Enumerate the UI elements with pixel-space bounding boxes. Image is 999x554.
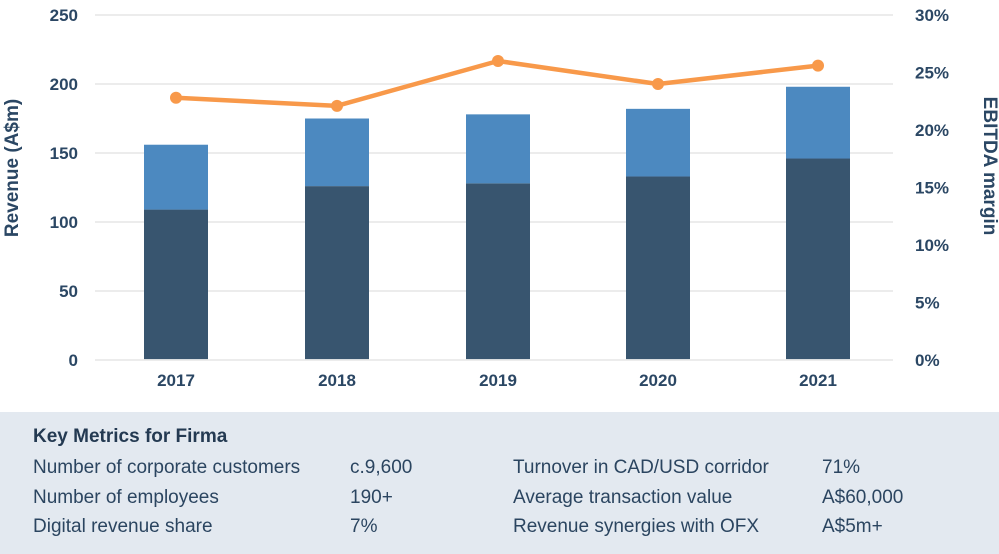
bar-2017-segment-light [144,144,208,210]
y-axis-left-tick-0: 0 [69,351,78,370]
x-axis-label-2019: 2019 [479,371,517,390]
bar-2018-segment-dark [305,186,369,360]
ebitda-marker-2020 [652,78,664,90]
metric-value: 190+ [350,486,393,508]
metric-label: Number of employees [33,486,219,508]
y-axis-right-tick-25: 25% [915,64,949,83]
ebitda-marker-2019 [492,55,504,67]
right-axis-title: EBITDA margin [979,97,999,236]
metric-value: A$60,000 [822,486,904,508]
metric-value: 7% [350,516,378,537]
y-axis-left-tick-250: 250 [50,6,78,25]
bar-2019-segment-light [466,114,530,184]
y-axis-right-tick-20: 20% [915,121,949,140]
bar-2020-segment-light [626,108,690,177]
bar-2021-segment-light [786,86,850,159]
metric-label: Turnover in CAD/USD corridor [513,457,769,478]
y-axis-right-tick-15: 15% [915,179,949,198]
bar-2018-segment-light [305,118,369,187]
y-axis-left-tick-200: 200 [50,75,78,94]
key-metrics-panel: Key Metrics for Firma Number of corporat… [0,412,999,554]
y-axis-right-tick-0: 0% [915,351,940,370]
y-axis-right-tick-5: 5% [915,294,940,313]
y-axis-right-tick-30: 30% [915,6,949,25]
metric-label: Average transaction value [513,486,733,508]
bar-2020-segment-dark [626,176,690,360]
key-metrics-title: Key Metrics for Firma [33,426,228,447]
x-axis-label-2018: 2018 [318,371,356,390]
y-axis-right-tick-10: 10% [915,236,949,255]
metric-label: Revenue synergies with OFX [513,516,760,537]
metric-value: A$5m+ [822,516,883,537]
key-metrics-content: Key Metrics for Firma Number of corporat… [0,412,999,542]
ebitda-marker-2018 [331,99,343,112]
metric-value: 71% [822,457,861,478]
x-axis-label-2021: 2021 [799,371,837,390]
metric-label: Number of corporate customers [33,457,301,478]
ebitda-marker-2017 [170,91,182,104]
bar-2019-segment-dark [466,183,530,360]
y-axis-left-tick-100: 100 [50,213,78,232]
bar-2017-segment-dark [144,209,208,360]
metric-value: c.9,600 [350,457,413,478]
x-axis-label-2020: 2020 [639,371,677,390]
y-axis-left-tick-50: 50 [59,282,78,301]
revenue-ebitda-chart: 0 50 100 150 200 250 0% 5% 10% 15% 20% 25% 30% 2017 20… [2,6,999,390]
left-axis-title: Revenue (A$m) [2,99,23,237]
key-metrics-grid: Number of corporate customers c.9,600 Tu… [33,453,999,542]
bar-2021-segment-dark [786,158,850,360]
y-axis-left-tick-150: 150 [50,144,78,163]
chart-canvas: 0 50 100 150 200 250 0% 5% 10% 15% 20% 25% 30% 2017 20… [2,6,999,390]
x-axis-label-2017: 2017 [157,371,195,390]
ebitda-marker-2021 [812,59,824,72]
metric-label: Digital revenue share [33,516,213,537]
